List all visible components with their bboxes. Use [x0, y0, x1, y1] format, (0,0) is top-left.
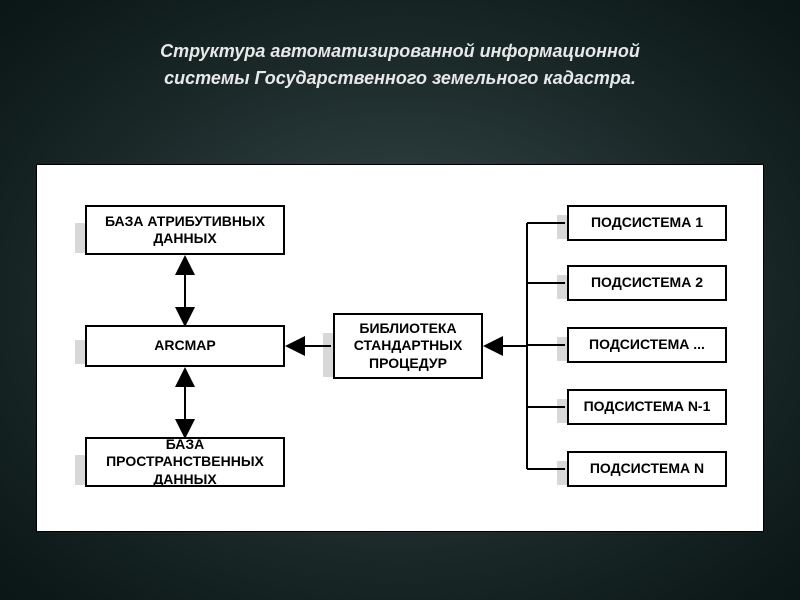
title-line-2: системы Государственного земельного када… [70, 65, 730, 92]
node-spatial-db: БАЗА ПРОСТРАНСТВЕННЫХ ДАННЫХ [85, 437, 285, 487]
node-attribute-db: БАЗА АТРИБУТИВНЫХ ДАННЫХ [85, 205, 285, 255]
node-subsystem-3: ПОДСИСТЕМА ... [567, 327, 727, 363]
node-subsystem-1: ПОДСИСТЕМА 1 [567, 205, 727, 241]
diagram-container: БАЗА АТРИБУТИВНЫХ ДАННЫХ ARCMAP БАЗА ПРО… [36, 164, 764, 532]
title-line-1: Структура автоматизированной информацион… [70, 38, 730, 65]
node-arcmap: ARCMAP [85, 325, 285, 367]
node-subsystem-5: ПОДСИСТЕМА N [567, 451, 727, 487]
node-subsystem-4: ПОДСИСТЕМА N-1 [567, 389, 727, 425]
page-title: Структура автоматизированной информацион… [0, 0, 800, 92]
node-subsystem-2: ПОДСИСТЕМА 2 [567, 265, 727, 301]
node-library: БИБЛИОТЕКА СТАНДАРТНЫХ ПРОЦЕДУР [333, 313, 483, 379]
